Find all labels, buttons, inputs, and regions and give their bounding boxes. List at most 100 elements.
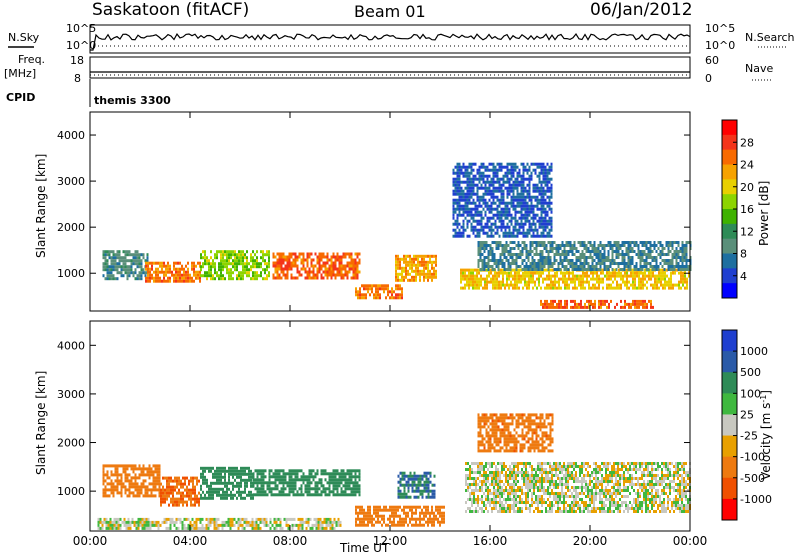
- data-cell: [489, 244, 492, 247]
- data-cell: [492, 274, 494, 278]
- data-cell: [670, 283, 672, 287]
- data-cell: [359, 517, 361, 521]
- data-cell: [544, 189, 547, 193]
- data-cell: [611, 250, 614, 253]
- data-cell: [365, 517, 367, 521]
- data-cell: [369, 284, 371, 288]
- data-cell: [166, 494, 168, 498]
- data-cell: [524, 280, 526, 284]
- data-cell: [571, 268, 574, 271]
- data-cell: [639, 241, 642, 244]
- data-cell: [228, 256, 230, 260]
- data-cell: [218, 466, 220, 470]
- data-cell: [415, 477, 418, 481]
- data-cell: [493, 259, 496, 262]
- data-cell: [292, 478, 295, 482]
- data-cell: [491, 480, 493, 483]
- data-cell: [607, 253, 610, 256]
- data-cell: [114, 268, 117, 272]
- data-cell: [474, 228, 477, 232]
- data-cell: [500, 207, 503, 211]
- data-cell: [242, 262, 244, 266]
- data-cell: [421, 511, 423, 515]
- data-cell: [495, 480, 497, 483]
- data-cell: [478, 222, 481, 226]
- data-cell: [433, 514, 435, 518]
- data-cell: [477, 265, 480, 268]
- data-cell: [338, 478, 341, 482]
- data-cell: [419, 492, 422, 496]
- data-cell: [590, 277, 592, 281]
- data-cell: [346, 273, 349, 277]
- data-cell: [128, 464, 131, 468]
- data-cell: [540, 286, 542, 290]
- data-cell: [493, 492, 495, 495]
- data-cell: [246, 472, 248, 476]
- data-cell: [156, 479, 159, 483]
- data-cell: [542, 225, 545, 229]
- data-cell: [190, 476, 192, 480]
- data-cell: [548, 222, 551, 226]
- data-cell: [667, 265, 670, 268]
- data-cell: [112, 274, 115, 278]
- data-cell: [278, 255, 281, 259]
- data-cell: [150, 470, 153, 474]
- data-cell: [557, 268, 560, 271]
- data-cell: [423, 266, 425, 270]
- data-cell: [138, 473, 141, 477]
- data-cell: [631, 259, 634, 262]
- data-cell: [286, 258, 289, 262]
- data-cell: [514, 225, 517, 229]
- data-cell: [550, 192, 553, 196]
- data-cell: [310, 487, 313, 491]
- data-cell: [332, 270, 335, 274]
- data-cell: [602, 280, 604, 284]
- data-cell: [526, 201, 529, 205]
- data-cell: [166, 476, 168, 480]
- data-cell: [550, 219, 553, 223]
- data-cell: [516, 274, 518, 278]
- data-cell: [258, 490, 261, 494]
- data-cell: [548, 228, 551, 232]
- data-cell: [369, 508, 371, 512]
- data-cell: [162, 500, 164, 504]
- data-cell: [361, 520, 363, 524]
- data-cell: [520, 274, 522, 278]
- data-cell: [212, 490, 214, 494]
- data-cell: [423, 514, 425, 518]
- data-cell: [608, 286, 610, 290]
- data-cell: [234, 466, 236, 470]
- data-cell: [220, 478, 222, 482]
- data-cell: [363, 514, 365, 518]
- data-cell: [609, 241, 612, 244]
- data-cell: [683, 253, 686, 256]
- data-cell: [318, 270, 321, 274]
- data-cell: [415, 505, 417, 509]
- data-cell: [443, 511, 445, 515]
- data-cell: [595, 268, 598, 271]
- data-cell: [250, 496, 252, 500]
- data-cell: [545, 247, 548, 250]
- data-cell: [405, 511, 407, 515]
- data-cell: [334, 267, 337, 271]
- data-cell: [216, 469, 218, 473]
- data-cell: [164, 500, 166, 504]
- data-cell: [544, 213, 547, 217]
- data-cell: [489, 489, 491, 492]
- data-cell: [503, 247, 506, 250]
- data-cell: [516, 219, 519, 223]
- data-cell: [643, 244, 646, 247]
- data-cell: [407, 505, 409, 509]
- data-cell: [550, 228, 553, 232]
- data-cell: [409, 254, 411, 258]
- data-cell: [532, 286, 534, 290]
- data-cell: [248, 262, 250, 266]
- data-cell: [496, 174, 499, 178]
- data-cell: [439, 505, 441, 509]
- data-cell: [194, 491, 196, 495]
- data-cell: [556, 271, 558, 275]
- data-cell: [481, 501, 483, 504]
- data-cell: [493, 268, 496, 271]
- data-cell: [369, 514, 371, 518]
- data-cell: [200, 475, 202, 479]
